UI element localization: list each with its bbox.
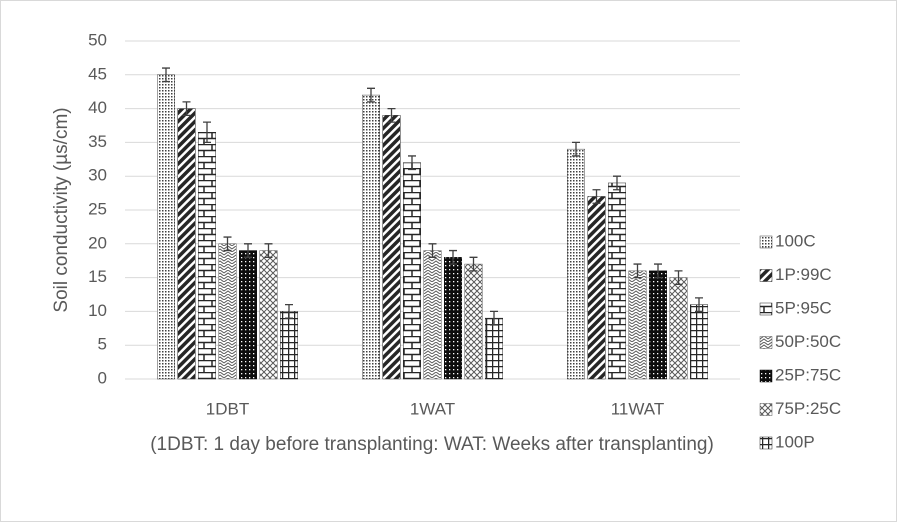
error-bar [572, 141, 580, 157]
error-bar [490, 310, 498, 326]
error-bar [592, 189, 601, 204]
error-bar [613, 175, 621, 191]
error-bar [428, 243, 437, 258]
legend-label: 1P:99C [775, 265, 832, 284]
y-tick-label: 25 [88, 199, 107, 218]
error-bar [203, 121, 211, 144]
y-tick-label: 10 [88, 301, 107, 320]
legend-swatch [759, 269, 773, 282]
legend-label: 50P:50C [775, 332, 841, 351]
bar [567, 148, 585, 380]
legend-swatch [759, 302, 773, 316]
x-tick-label: 11WAT [611, 399, 665, 418]
y-axis-label: Soil conductivity (µs/cm) [51, 107, 72, 312]
error-bar [367, 87, 375, 103]
legend-label: 5P:95C [775, 298, 832, 317]
y-tick-label: 40 [88, 98, 107, 117]
bar [423, 250, 442, 380]
y-tick-label: 30 [88, 166, 107, 185]
bar [690, 304, 708, 380]
bar [464, 263, 483, 380]
error-bar [223, 236, 232, 252]
error-bar [449, 249, 457, 265]
bar [649, 270, 667, 380]
error-bar [654, 263, 662, 279]
y-tick-label: 35 [88, 132, 107, 151]
error-bar [674, 270, 683, 286]
error-bar [264, 243, 273, 258]
bar [177, 108, 196, 380]
bar [259, 250, 278, 380]
legend-label: 100P [775, 432, 815, 451]
y-tick-label: 15 [88, 267, 107, 286]
bar [485, 317, 503, 380]
x-tick-label: 1WAT [410, 399, 455, 418]
error-bar [633, 263, 642, 279]
bar [157, 74, 175, 380]
error-bar [182, 101, 191, 117]
bar [218, 243, 237, 380]
legend-swatch [759, 235, 773, 249]
bar [669, 277, 688, 380]
bar [608, 182, 626, 380]
y-tick-label: 50 [88, 30, 107, 49]
error-bar [695, 297, 703, 313]
legend-label: 100C [775, 231, 816, 250]
bar [198, 132, 216, 380]
bar [280, 311, 298, 380]
legend-label: 75P:25C [775, 399, 841, 418]
x-axis-label: (1DBT: 1 day before transplanting: WAT: … [150, 434, 714, 455]
y-tick-label: 5 [98, 335, 107, 354]
error-bar [387, 107, 396, 123]
error-bar [408, 155, 416, 171]
error-bar [469, 256, 478, 272]
x-tick-label: 1DBT [206, 399, 249, 418]
y-tick-label: 0 [98, 368, 107, 387]
legend-swatch [759, 369, 773, 383]
error-bar [285, 303, 293, 319]
bar [362, 94, 380, 380]
legend-label: 25P:75C [775, 365, 841, 384]
legend-swatch [759, 436, 773, 450]
error-bar [162, 67, 170, 83]
y-tick-label: 45 [88, 64, 107, 83]
bar [382, 115, 401, 380]
bar [587, 196, 606, 380]
bar [444, 257, 462, 380]
error-bar [244, 243, 252, 258]
bar [239, 250, 257, 380]
bar [628, 270, 647, 380]
bar [403, 162, 421, 380]
legend-swatch [759, 336, 773, 349]
legend-swatch [759, 403, 773, 416]
y-tick-label: 20 [88, 233, 107, 252]
